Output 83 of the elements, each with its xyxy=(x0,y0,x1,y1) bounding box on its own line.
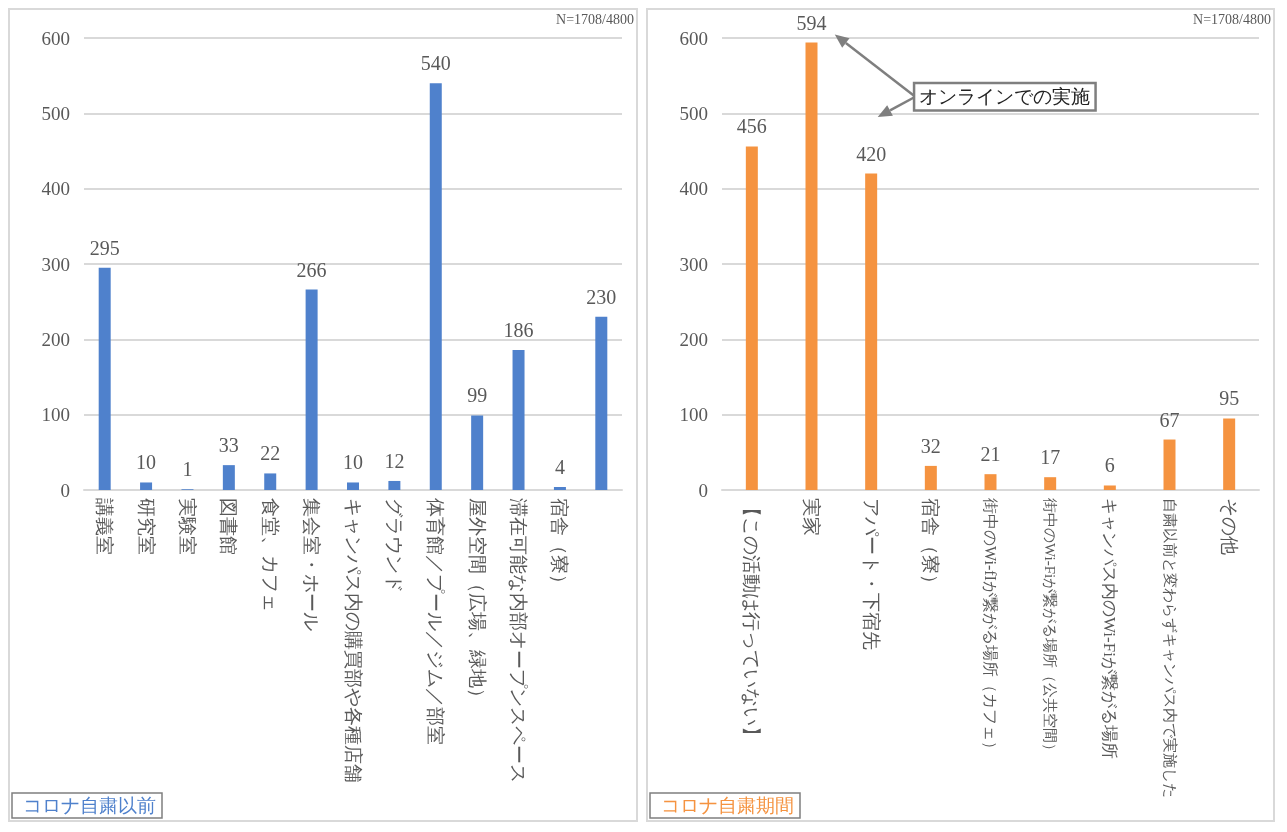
data-label: 12 xyxy=(384,449,405,472)
data-label: 186 xyxy=(503,318,534,341)
data-label: 67 xyxy=(1159,408,1180,431)
x-tick-label: キャンパス内のWi-Fiが繋がる場所 xyxy=(1100,498,1120,759)
y-tick-label: 500 xyxy=(679,102,708,124)
y-tick-label: 400 xyxy=(41,178,70,200)
data-label: 295 xyxy=(89,236,120,259)
y-tick-label: 500 xyxy=(41,102,70,124)
text: N=1708/4800 xyxy=(1193,11,1272,27)
bar xyxy=(984,474,997,490)
x-tick-label: 食堂、カフェ xyxy=(259,498,281,612)
bar xyxy=(388,480,401,490)
x-tick-label: その他 xyxy=(1218,498,1240,555)
data-label: 33 xyxy=(218,434,239,457)
data-label: 10 xyxy=(136,451,157,474)
bar xyxy=(1223,418,1236,490)
annotation: オンラインでの実施 xyxy=(919,86,1091,108)
bar xyxy=(429,83,442,490)
y-tick-label: 300 xyxy=(679,253,708,275)
x-tick-label: 図書館 xyxy=(218,498,240,555)
text: コロナ自粛期間 xyxy=(661,795,794,816)
x-tick-label: 講義室 xyxy=(94,498,116,555)
bar xyxy=(805,42,818,490)
x-tick-label: 実験室 xyxy=(176,498,198,555)
x-tick-label: 実家 xyxy=(801,498,822,536)
x-tick-label: 研究室 xyxy=(135,498,157,555)
data-label: 32 xyxy=(920,434,941,457)
bar xyxy=(305,289,318,490)
x-tick-label: 街中のWi-fIが繋がる場所（カフェ） xyxy=(982,498,999,757)
data-label: 17 xyxy=(1040,446,1061,469)
bar xyxy=(264,473,277,490)
bar xyxy=(347,482,359,490)
text: コロナ自粛以前 xyxy=(23,795,156,816)
bar xyxy=(553,486,566,490)
data-label: 230 xyxy=(586,285,617,308)
y-tick-label: 200 xyxy=(41,328,70,350)
y-tick-label: 100 xyxy=(679,404,708,426)
bar xyxy=(512,349,525,490)
data-label: 21 xyxy=(980,443,1001,466)
data-label: 266 xyxy=(296,258,327,281)
bar xyxy=(471,415,484,490)
bar xyxy=(98,267,111,490)
data-label: 540 xyxy=(420,52,451,75)
bar xyxy=(1103,485,1116,490)
data-label: 594 xyxy=(796,11,827,34)
y-tick-label: 600 xyxy=(679,27,708,49)
data-label: 4 xyxy=(554,455,565,478)
text: N=1708/4800 xyxy=(556,11,635,27)
x-tick-label: 宿舎（寮） xyxy=(920,498,942,593)
x-tick-label: アパート・下宿先 xyxy=(860,498,882,650)
x-tick-label: 滞在可能な内部オープンスペース xyxy=(508,498,530,783)
bar xyxy=(595,316,608,490)
bar xyxy=(222,465,235,490)
x-tick-label: 自粛以前と変わらずキャンパス内で実施した xyxy=(1160,498,1178,798)
bar xyxy=(1044,477,1057,490)
y-tick-label: 100 xyxy=(41,404,70,426)
data-label: 22 xyxy=(260,442,281,465)
bar xyxy=(865,173,878,490)
bar xyxy=(924,465,937,490)
data-label: 95 xyxy=(1219,387,1240,410)
y-tick-label: 600 xyxy=(41,27,70,49)
x-tick-label: 集会室・ホール xyxy=(301,498,323,631)
data-label: 10 xyxy=(343,451,363,474)
x-tick-label: 街中のWi-Fiが繋がる場所（公共空間） xyxy=(1042,498,1059,759)
bar xyxy=(745,146,758,490)
x-tick-label: 体育館／プール／ジム／部室 xyxy=(425,498,447,745)
y-tick-label: 0 xyxy=(698,479,708,501)
x-tick-label: キャンパス内の購買部や各種店舗 xyxy=(342,498,364,783)
x-tick-label: グラウンド xyxy=(383,498,405,593)
y-tick-label: 400 xyxy=(679,178,708,200)
y-tick-label: 300 xyxy=(41,253,70,275)
data-label: 456 xyxy=(736,115,767,138)
x-tick-label: 宿舎（寮） xyxy=(549,498,571,593)
bar xyxy=(1163,439,1176,490)
x-tick-label: 【この活動は行っていない】 xyxy=(741,498,763,745)
bar xyxy=(140,482,153,490)
y-tick-label: 200 xyxy=(679,328,708,350)
data-label: 1 xyxy=(182,458,193,481)
data-label: 6 xyxy=(1104,454,1115,477)
y-tick-label: 0 xyxy=(60,479,70,501)
data-label: 99 xyxy=(467,384,488,407)
data-label: 420 xyxy=(856,142,887,165)
x-tick-label: 屋外空間（広場、緑地） xyxy=(466,498,488,707)
